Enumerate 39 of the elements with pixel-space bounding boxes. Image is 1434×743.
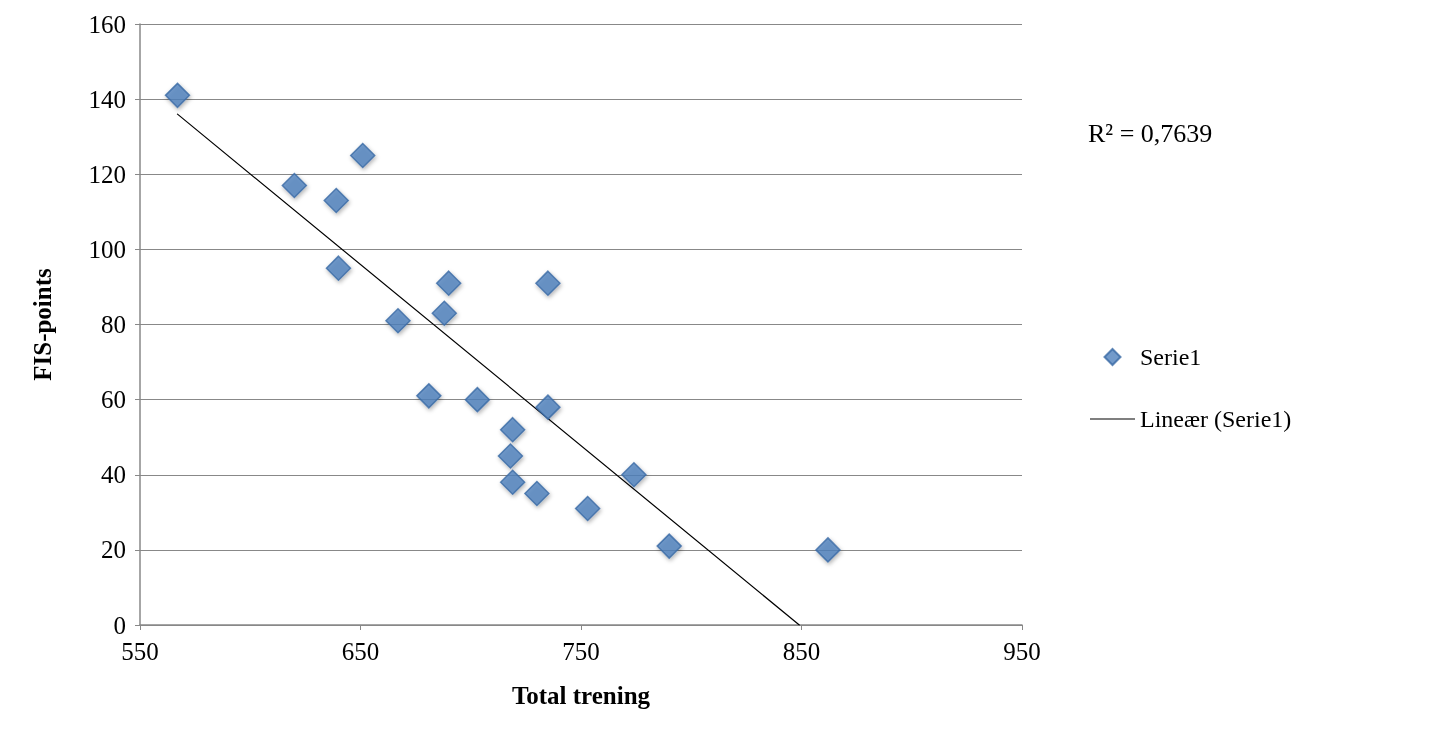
y-tick-label: 120 [88, 160, 126, 188]
point [499, 416, 526, 443]
point [416, 383, 442, 409]
y-tick-label: 40 [101, 461, 126, 489]
y-tick-label: 100 [88, 235, 126, 263]
point [499, 469, 526, 496]
point [621, 462, 647, 488]
y-tick-label: 80 [101, 311, 126, 338]
y-tick-label: 20 [101, 536, 126, 564]
y-tick-label: 60 [101, 386, 126, 414]
x-tick-label: 850 [782, 638, 821, 665]
y-tick-label: 0 [113, 611, 126, 639]
point [524, 480, 550, 507]
x-axis-title: Total trening [511, 682, 651, 709]
legend-label: Serie1 [1140, 344, 1202, 370]
point [164, 82, 191, 109]
point [574, 495, 601, 522]
point [535, 270, 561, 296]
point [349, 142, 376, 169]
point [656, 533, 682, 559]
point [385, 307, 411, 334]
legend-label: Lineær (Serie1) [1140, 406, 1292, 432]
point [464, 386, 491, 413]
y-tick-label: 160 [88, 10, 126, 38]
point [815, 537, 841, 563]
x-tick-label: 950 [1003, 638, 1041, 665]
point [497, 443, 524, 469]
text: R² = 0,7639 [1088, 118, 1213, 148]
point [323, 187, 349, 214]
x-tick-label: 650 [341, 638, 380, 665]
point [325, 255, 352, 281]
y-axis-title: FIS-points [29, 267, 56, 381]
point [281, 172, 308, 199]
point [431, 300, 458, 326]
x-tick-label: 750 [562, 638, 600, 665]
x-tick-label: 550 [121, 638, 159, 665]
point [535, 394, 561, 420]
point [435, 270, 462, 296]
y-tick-label: 140 [88, 85, 126, 113]
